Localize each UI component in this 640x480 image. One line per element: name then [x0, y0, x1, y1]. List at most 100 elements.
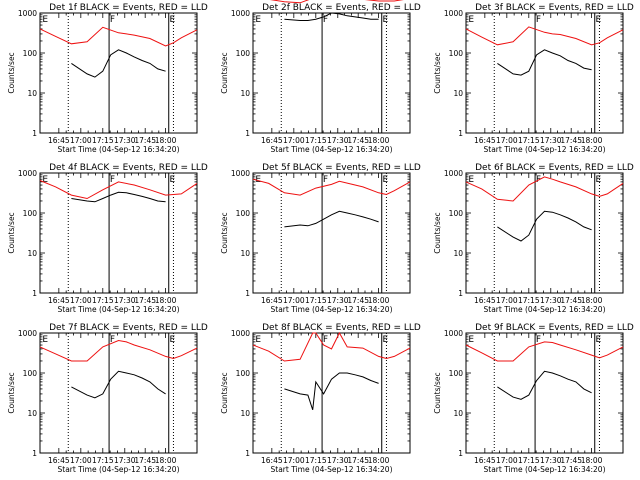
x-tick-label: 16:45 [261, 456, 283, 465]
y-tick-label: 10 [240, 249, 250, 258]
y-tick-label: 100 [236, 369, 251, 378]
y-tick-label: 1 [32, 449, 37, 458]
chart-panel-2: Det 2f BLACK = Events, RED = LLD 1 10 100 10… [220, 0, 421, 154]
x-tick-label: 17:30 [114, 136, 136, 145]
time-marker-label: E [596, 335, 602, 345]
series-lld [465, 176, 624, 202]
time-marker-label: E [170, 335, 176, 345]
chart-panel-9: Det 9f BLACK = Events, RED = LLD 1 10 100 10… [433, 323, 634, 474]
y-tick-label: 100 [449, 369, 464, 378]
series-events [71, 49, 166, 78]
y-tick-label: 10 [453, 89, 463, 98]
plot-frame [39, 12, 198, 134]
x-tick-label: 17:30 [540, 456, 562, 465]
time-marker-label: E [468, 175, 474, 185]
chart-panel-3: Det 3f BLACK = Events, RED = LLD 1 10 100 10… [433, 3, 634, 154]
plot-frame [39, 332, 198, 454]
series-events [71, 370, 166, 399]
x-tick-label: 18:00 [368, 456, 390, 465]
x-tick-label: 16:45 [261, 296, 283, 305]
series-events [284, 210, 379, 228]
x-tick-label: 17:45 [347, 296, 369, 305]
y-tick-label: 1 [245, 449, 250, 458]
time-marker-label: F [536, 335, 541, 345]
chart-title: Det 1f BLACK = Events, RED = LLD [49, 3, 208, 13]
x-tick-label: 16:45 [48, 456, 70, 465]
series-events [497, 370, 592, 400]
time-marker-label: E [383, 175, 389, 185]
x-tick-label: 17:45 [560, 136, 582, 145]
x-tick-label: 16:45 [261, 136, 283, 145]
chart-title: Det 8f BLACK = Events, RED = LLD [262, 323, 421, 333]
x-tick-label: 17:00 [70, 456, 92, 465]
time-marker-label: F [110, 175, 115, 185]
y-axis-label: Counts/sec [433, 52, 442, 93]
chart-panel-8: Det 8f BLACK = Events, RED = LLD 1 10 100 10… [220, 323, 421, 474]
x-tick-label: 17:00 [283, 456, 305, 465]
x-tick-label: 18:00 [155, 136, 177, 145]
y-tick-label: 1000 [444, 329, 463, 338]
series-events [71, 191, 166, 203]
y-tick-label: 1 [458, 289, 463, 298]
x-tick-label: 17:30 [540, 136, 562, 145]
series-lld [252, 331, 411, 362]
chart-panel-4: Det 4f BLACK = Events, RED = LLD 1 10 100 10… [7, 163, 208, 314]
chart-title: Det 5f BLACK = Events, RED = LLD [262, 163, 421, 173]
y-tick-label: 100 [23, 209, 38, 218]
chart-title: Det 2f BLACK = Events, RED = LLD [262, 3, 421, 13]
chart-panel-7: Det 7f BLACK = Events, RED = LLD 1 10 100 10… [7, 323, 208, 474]
y-tick-label: 10 [453, 249, 463, 258]
y-axis-label: Counts/sec [220, 372, 229, 413]
x-tick-label: 18:00 [581, 136, 603, 145]
y-axis-label: Counts/sec [220, 52, 229, 93]
x-tick-label: 18:00 [368, 136, 390, 145]
x-tick-label: 17:00 [283, 136, 305, 145]
time-marker-label: E [468, 335, 474, 345]
x-tick-label: 17:30 [114, 296, 136, 305]
y-axis-label: Counts/sec [433, 372, 442, 413]
y-tick-label: 100 [236, 49, 251, 58]
plot-frame [465, 12, 624, 134]
series-lld [465, 26, 624, 46]
x-axis-label: Start Time (04-Sep-12 16:34:20) [484, 305, 606, 314]
y-tick-label: 1 [458, 449, 463, 458]
time-marker-label: F [323, 335, 328, 345]
time-marker-label: E [468, 15, 474, 25]
chart-title: Det 9f BLACK = Events, RED = LLD [475, 323, 634, 333]
series-lld [39, 180, 198, 200]
x-axis-label: Start Time (04-Sep-12 16:34:20) [271, 305, 393, 314]
x-tick-label: 16:45 [474, 456, 496, 465]
x-axis-label: Start Time (04-Sep-12 16:34:20) [58, 305, 180, 314]
x-tick-label: 17:15 [518, 136, 540, 145]
x-tick-label: 17:45 [134, 136, 156, 145]
chart-panel-6: Det 6f BLACK = Events, RED = LLD 1 10 100 10… [433, 163, 634, 314]
plot-frame [465, 172, 624, 294]
time-marker-label: F [110, 15, 115, 25]
y-tick-label: 1000 [18, 9, 37, 18]
x-tick-label: 18:00 [581, 296, 603, 305]
time-marker-label: E [42, 15, 48, 25]
x-axis-label: Start Time (04-Sep-12 16:34:20) [484, 465, 606, 474]
series-lld [39, 26, 198, 47]
time-marker-label: E [596, 175, 602, 185]
y-tick-label: 1000 [231, 329, 250, 338]
time-marker-label: E [383, 335, 389, 345]
chart-panel-5: Det 5f BLACK = Events, RED = LLD 1 10 100 10… [220, 163, 421, 314]
y-tick-label: 100 [236, 209, 251, 218]
x-tick-label: 17:30 [114, 456, 136, 465]
y-axis-label: Counts/sec [220, 212, 229, 253]
y-axis-label: Counts/sec [7, 372, 16, 413]
y-tick-label: 1000 [231, 9, 250, 18]
x-axis-label: Start Time (04-Sep-12 16:34:20) [271, 145, 393, 154]
time-marker-label: E [596, 15, 602, 25]
time-marker-label: E [170, 15, 176, 25]
y-tick-label: 100 [449, 49, 464, 58]
x-tick-label: 17:00 [70, 136, 92, 145]
x-tick-label: 18:00 [155, 456, 177, 465]
x-tick-label: 17:15 [92, 136, 114, 145]
x-tick-label: 17:30 [327, 136, 349, 145]
y-tick-label: 1000 [18, 329, 37, 338]
series-lld [252, 178, 411, 196]
y-tick-label: 10 [27, 89, 37, 98]
y-tick-label: 1000 [444, 9, 463, 18]
